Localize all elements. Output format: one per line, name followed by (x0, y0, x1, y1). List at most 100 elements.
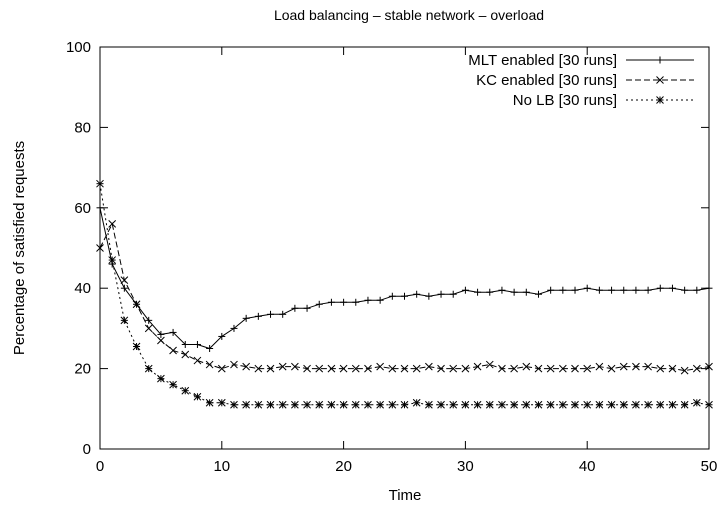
data-point (632, 286, 640, 294)
data-point (485, 360, 494, 369)
y-tick-label: 20 (74, 361, 91, 378)
data-point (668, 284, 676, 292)
data-point (230, 400, 238, 409)
data-point (193, 392, 202, 401)
data-point (401, 292, 408, 300)
data-point (340, 298, 348, 306)
data-point (559, 286, 567, 294)
data-point (449, 400, 458, 409)
data-point (510, 364, 518, 373)
data-point (315, 364, 324, 373)
y-tick-label: 60 (74, 200, 91, 217)
data-point (96, 244, 104, 252)
data-point (425, 362, 433, 371)
data-point (376, 296, 384, 304)
y-tick-label: 0 (83, 441, 91, 458)
data-point (230, 324, 238, 332)
data-point (547, 286, 555, 294)
data-point (425, 400, 433, 409)
data-point (327, 364, 336, 373)
data-point (522, 400, 531, 409)
legend-item: MLT enabled [30 runs] (468, 52, 694, 69)
data-point (461, 364, 470, 373)
data-point (352, 298, 360, 306)
data-point (680, 400, 689, 409)
data-point (692, 364, 701, 373)
legend-item: No LB [30 runs] (513, 92, 694, 109)
data-point (120, 316, 129, 325)
y-axis-label: Percentage of satisfied requests (11, 141, 28, 355)
plot-frame (99, 46, 710, 450)
legend-marker (656, 56, 664, 64)
series-line (99, 207, 710, 350)
data-point (583, 400, 592, 409)
data-point (498, 400, 506, 409)
data-point (437, 290, 445, 298)
data-point (169, 328, 177, 336)
x-tick-label: 0 (96, 458, 104, 475)
data-point (656, 364, 665, 373)
legend-label: No LB [30 runs] (513, 92, 617, 109)
data-point (217, 364, 226, 373)
data-point (266, 364, 275, 373)
data-point (632, 400, 640, 409)
data-point (705, 362, 713, 371)
data-point (327, 400, 336, 409)
series-x (96, 220, 713, 375)
data-point (96, 204, 104, 212)
data-point (400, 400, 409, 409)
data-point (449, 290, 457, 298)
data-point (546, 364, 555, 373)
data-point (620, 286, 628, 294)
data-point (169, 346, 177, 355)
data-point (619, 362, 628, 371)
data-point (522, 362, 531, 371)
data-point (315, 400, 324, 409)
data-point (181, 386, 190, 395)
series-layer (96, 179, 713, 409)
data-point (120, 284, 128, 292)
data-point (278, 362, 287, 371)
data-point (668, 364, 677, 373)
data-point (291, 400, 299, 409)
legend-label: KC enabled [30 runs] (476, 72, 617, 89)
data-point (388, 400, 397, 409)
data-point (132, 300, 141, 309)
data-point (206, 345, 214, 352)
x-tick-label: 30 (457, 458, 474, 475)
y-tick-label: 100 (66, 39, 91, 56)
data-point (339, 364, 348, 373)
data-point (218, 332, 226, 340)
data-point (558, 364, 567, 373)
data-point (254, 400, 263, 409)
data-point (376, 400, 384, 409)
data-point (692, 398, 701, 407)
data-point (705, 284, 713, 292)
data-point (583, 284, 591, 292)
data-point (498, 364, 506, 373)
x-axis: 0 10 20 30 40 50 (96, 47, 717, 475)
data-point (571, 400, 579, 409)
data-point (534, 364, 543, 373)
data-point (181, 350, 190, 359)
data-point (157, 330, 165, 338)
y-tick-label: 80 (74, 119, 91, 136)
data-point (644, 400, 652, 409)
data-point (291, 304, 299, 312)
data-point (217, 398, 226, 407)
data-point (96, 179, 104, 188)
data-point (437, 364, 445, 373)
data-point (364, 400, 372, 409)
data-point (242, 400, 251, 409)
data-point (607, 364, 616, 373)
data-point (608, 286, 616, 294)
data-point (534, 400, 543, 409)
data-point (144, 324, 153, 333)
data-point (376, 362, 384, 371)
legend-label: MLT enabled [30 runs] (468, 52, 617, 69)
data-point (437, 400, 445, 409)
x-tick-label: 40 (579, 458, 596, 475)
data-point (571, 286, 579, 294)
data-point (279, 310, 287, 318)
data-point (120, 276, 129, 285)
